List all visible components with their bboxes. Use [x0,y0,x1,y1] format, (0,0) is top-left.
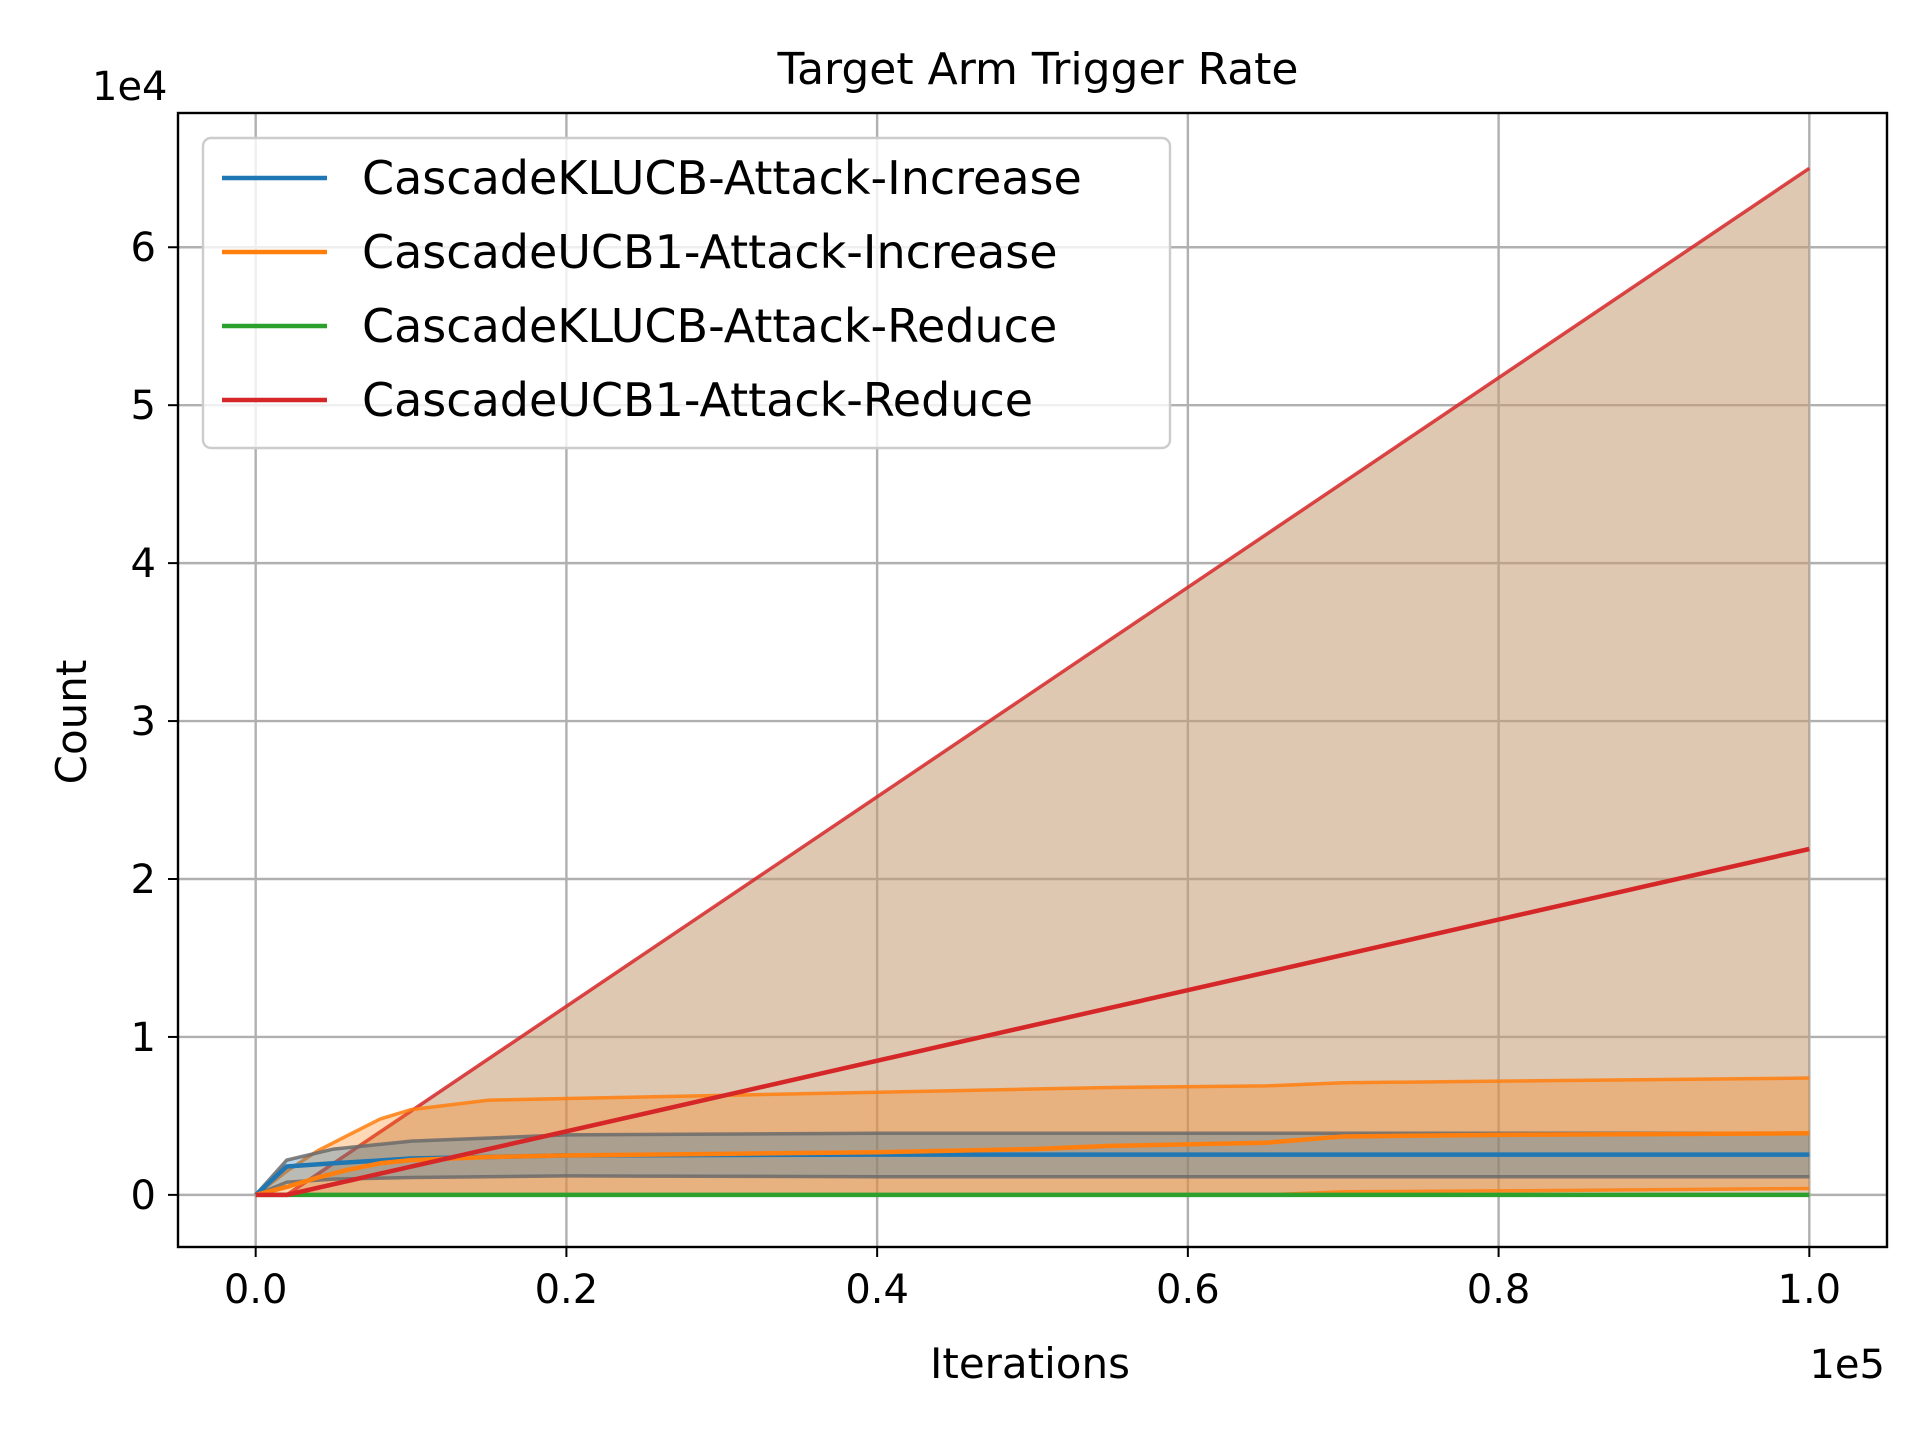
x-tick-label: 0.4 [845,1267,909,1313]
legend-box [201,136,1172,450]
legend-label: CascadeUCB1-Attack-Increase [362,225,1058,279]
legend-label: CascadeUCB1-Attack-Reduce [362,373,1033,427]
confidence-band-cascadeklucb-attack-increase [255,1133,1810,1195]
y-tick-label: 5 [131,383,156,429]
legend-items: CascadeKLUCB-Attack-Increase CascadeUCB1-… [222,151,1082,427]
y-tick-label: 6 [131,225,156,271]
plot-frame [176,111,1889,1249]
x-tick-label: 0.8 [1467,1267,1531,1313]
y-tick-label: 1 [131,1015,156,1061]
y-tick-label: 3 [131,699,156,745]
x-axis-title: Iterations [930,1339,1130,1388]
legend: CascadeKLUCB-Attack-Increase CascadeUCB1-… [201,136,1172,450]
y-axis-offset-label: 1e4 [92,64,168,110]
chart-title: Target Arm Trigger Rate [777,44,1299,95]
band-edge-band-upper [254,1131,1810,1197]
confidence-band-cascadeucb1-attack-increase [255,1078,1810,1195]
band-edge-band-upper [254,1076,1810,1197]
x-tick-label: 1.0 [1778,1267,1842,1313]
series-line-cascadeucb1-attack-reduce [255,846,1810,1198]
y-tick-label: 2 [131,857,156,903]
series-line-layer [254,846,1810,1198]
legend-label: CascadeKLUCB-Attack-Reduce [362,299,1057,353]
x-tick-label: 0.2 [535,1267,599,1313]
legend-label: CascadeKLUCB-Attack-Increase [362,151,1082,205]
x-tick-label: 0.6 [1156,1267,1220,1313]
x-axis-offset-label: 1e5 [1809,1342,1885,1388]
y-axis-title: Count [47,660,96,785]
series-line-cascadeucb1-attack-increase [255,1131,1810,1198]
x-tick-label: 0.0 [224,1267,288,1313]
tick-layer: 0.0 0.2 0.4 0.6 0.8 1.0 0 1 2 3 4 5 6 [131,225,1842,1313]
y-tick-label: 4 [131,541,156,587]
y-tick-label: 0 [131,1173,156,1219]
